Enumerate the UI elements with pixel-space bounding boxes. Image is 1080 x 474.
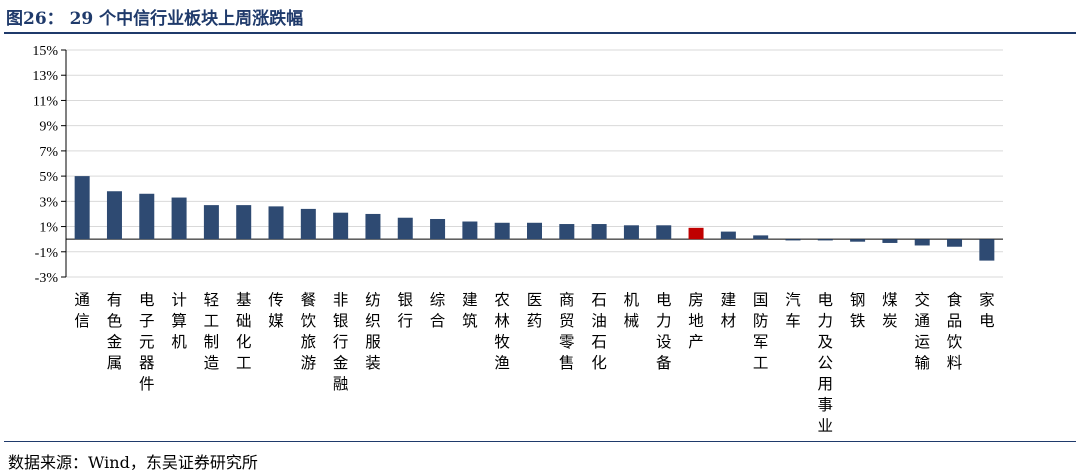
figure-title: 图26： 29 个中信行业板块上周涨跌幅 [6, 9, 304, 29]
bar-chart: 15% 13% 11% 9% 7% 5% 3% 1% -1% -3% 通信 有色金属电子元器件计算机… [32, 44, 1003, 435]
y-tick-label: 13% [32, 69, 58, 84]
bar [365, 213, 381, 240]
y-tick-label: 3% [39, 195, 58, 210]
category-label: 通信 [74, 291, 90, 330]
y-tick-label: -1% [35, 246, 59, 261]
category-label: 计算机 [171, 291, 187, 351]
grid-layer [66, 49, 1003, 278]
axis-layer: 15% 13% 11% 9% 7% 5% 3% 1% -1% -3% [32, 44, 1003, 286]
category-label: 电力设备 [656, 291, 672, 372]
category-label: 银行 [398, 291, 414, 330]
bar [333, 212, 349, 240]
category-label: 有色金属 [107, 291, 123, 372]
category-label: 建筑 [462, 291, 478, 330]
category-label: 综合 [430, 291, 446, 330]
bar [882, 239, 898, 243]
title-rule [4, 32, 1076, 34]
bar [656, 225, 672, 240]
bar [591, 224, 607, 240]
y-tick-label: 5% [39, 170, 58, 185]
category-label: 煤炭 [882, 291, 898, 330]
bar [106, 191, 122, 240]
bar-layer [74, 176, 995, 261]
bar [850, 239, 866, 242]
category-label: 汽车 [785, 291, 801, 330]
y-tick-label: -3% [35, 271, 59, 286]
bar [462, 221, 478, 240]
bar [753, 235, 769, 240]
y-tick-label: 11% [33, 94, 58, 109]
y-tick-label: 7% [39, 145, 58, 160]
bar [979, 239, 995, 261]
bar [947, 239, 963, 247]
category-label: 医药 [527, 291, 543, 330]
y-tick-label: 15% [32, 44, 58, 59]
bar [139, 193, 155, 240]
category-label: 机械 [624, 291, 640, 330]
y-tick-label: 1% [39, 221, 58, 236]
category-label: 轻工制造 [204, 291, 220, 372]
bar [397, 217, 413, 240]
bar [430, 218, 446, 240]
category-label: 国防军工 [753, 291, 769, 372]
category-label: 传媒 [268, 291, 284, 330]
bar [527, 222, 542, 240]
bottom-rule [4, 441, 1076, 442]
bar [559, 224, 575, 240]
category-label: 房地产 [688, 291, 704, 351]
bar [74, 176, 90, 240]
category-label: 非银行金融 [333, 291, 349, 393]
category-label: 农林牧渔 [494, 291, 510, 372]
category-label: 食品饮料 [947, 291, 963, 372]
bar [785, 239, 801, 241]
source-note: 数据来源：Wind，东吴证券研究所 [8, 453, 258, 472]
category-label: 建材 [721, 291, 737, 330]
category-label: 基础化工 [236, 291, 252, 372]
bar [623, 225, 639, 240]
bar [236, 205, 252, 240]
bar [914, 239, 930, 246]
category-label: 商贸零售 [559, 291, 575, 372]
bar [720, 231, 736, 240]
bar [817, 239, 833, 241]
category-label: 家电 [979, 291, 995, 330]
bar [494, 222, 510, 240]
bar [203, 205, 219, 240]
category-label: 交通运输 [914, 291, 930, 372]
category-label: 石油石化 [591, 291, 607, 372]
y-tick-label: 9% [39, 120, 58, 135]
category-label: 电力及公用事业 [818, 291, 834, 435]
bar [268, 206, 284, 240]
category-label: 纺织服装 [365, 291, 381, 372]
category-label: 电子元器件 [139, 291, 155, 393]
bar [300, 208, 316, 240]
category-label: 钢铁 [850, 291, 866, 330]
category-label: 餐饮旅游 [301, 291, 317, 372]
bar [688, 227, 704, 240]
bar [171, 197, 187, 240]
